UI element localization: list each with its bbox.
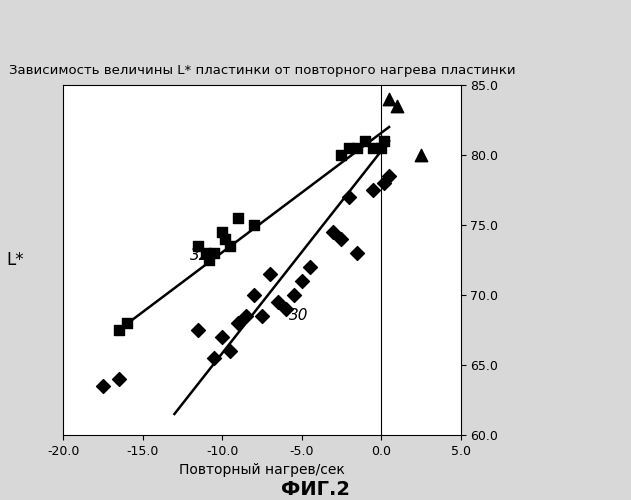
Термические сажи: [217, 228, 227, 236]
X-axis label: Повторный нагрев/сек: Повторный нагрев/сек: [179, 464, 345, 477]
Термические сажи: [233, 214, 243, 222]
Печные сажи: [273, 298, 283, 306]
Термические сажи: [360, 137, 370, 145]
Печные сажи: [305, 263, 315, 271]
Контроль (без углеродной сажи): [384, 95, 394, 103]
Печные сажи: [328, 228, 338, 236]
Контроль (без углеродной сажи): [392, 102, 402, 110]
Печные сажи: [288, 291, 298, 299]
Печные сажи: [384, 172, 394, 180]
Термические сажи: [122, 319, 132, 327]
Печные сажи: [345, 193, 355, 201]
Text: 30: 30: [289, 308, 309, 323]
Печные сажи: [352, 249, 362, 257]
Термические сажи: [204, 256, 215, 264]
Термические сажи: [249, 221, 259, 229]
Термические сажи: [201, 249, 211, 257]
Печные сажи: [368, 186, 378, 194]
Печные сажи: [336, 235, 346, 243]
Термические сажи: [114, 326, 124, 334]
Печные сажи: [297, 277, 307, 285]
Печные сажи: [249, 291, 259, 299]
Термические сажи: [225, 242, 235, 250]
Печные сажи: [217, 333, 227, 341]
Печные сажи: [209, 354, 219, 362]
Печные сажи: [98, 382, 108, 390]
Термические сажи: [220, 235, 230, 243]
Термические сажи: [376, 144, 386, 152]
Печные сажи: [233, 319, 243, 327]
Text: 32: 32: [191, 248, 210, 263]
Text: ФИГ.2: ФИГ.2: [281, 480, 350, 499]
Text: L*: L*: [6, 251, 24, 269]
Печные сажи: [114, 375, 124, 383]
Термические сажи: [209, 249, 219, 257]
Термические сажи: [345, 144, 355, 152]
Термические сажи: [352, 144, 362, 152]
Печные сажи: [379, 179, 389, 187]
Термические сажи: [368, 144, 378, 152]
Title: Зависимость величины L* пластинки от повторного нагрева пластинки: Зависимость величины L* пластинки от пов…: [9, 64, 515, 77]
Печные сажи: [241, 312, 251, 320]
Печные сажи: [193, 326, 203, 334]
Печные сажи: [265, 270, 275, 278]
Термические сажи: [193, 242, 203, 250]
Печные сажи: [281, 305, 291, 313]
Термические сажи: [336, 151, 346, 159]
Термические сажи: [379, 137, 389, 145]
Печные сажи: [225, 347, 235, 355]
Печные сажи: [257, 312, 267, 320]
Контроль (без углеродной сажи): [416, 151, 426, 159]
